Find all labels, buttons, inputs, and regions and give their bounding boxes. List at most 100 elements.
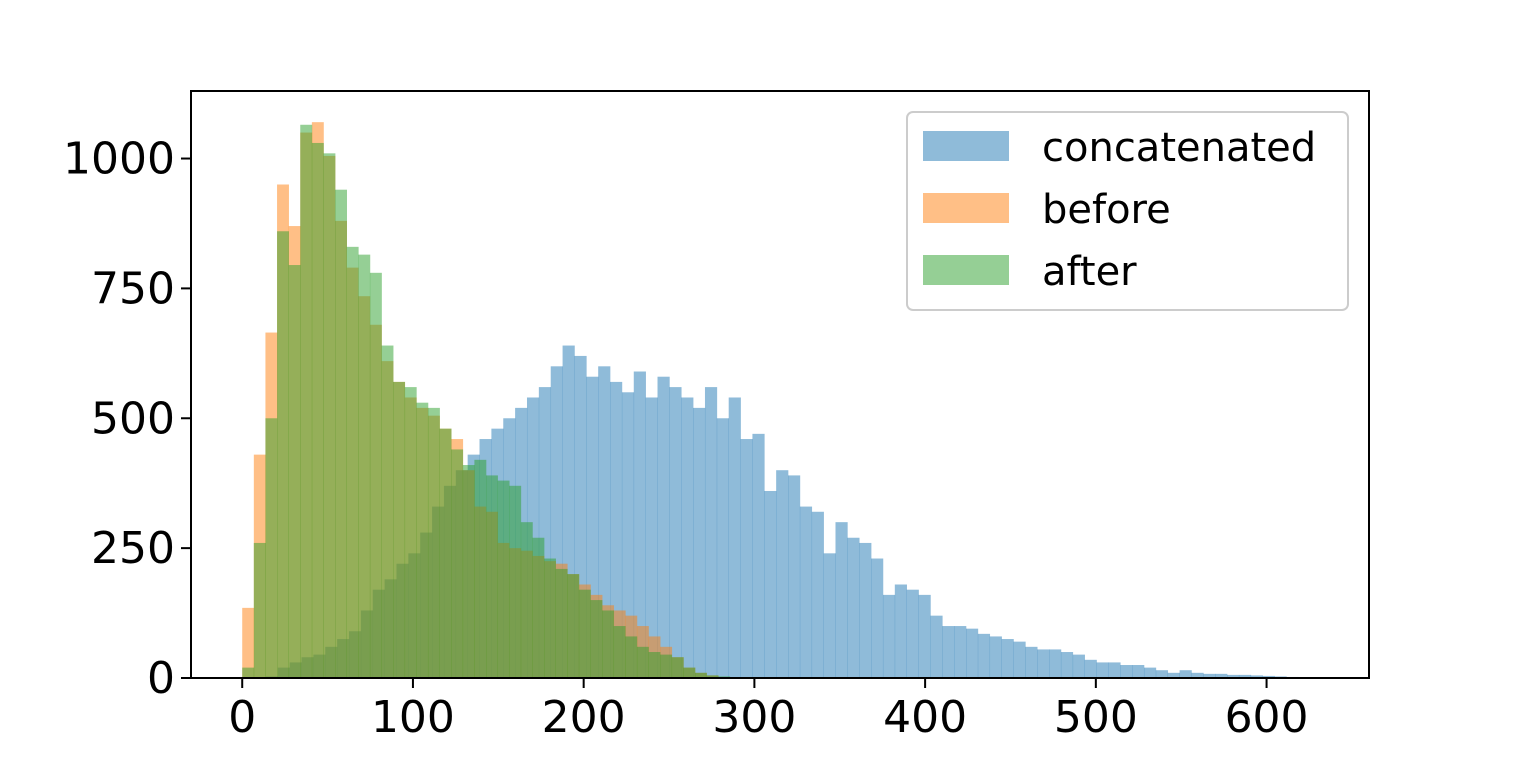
bar-concatenated [871,558,884,678]
bar-after [578,589,591,678]
bar-concatenated [645,397,658,678]
legend-label-after: after [1042,249,1137,295]
bar-concatenated [693,407,706,678]
bar-concatenated [764,490,777,678]
y-tick-label: 1000 [63,134,175,185]
bar-concatenated [1120,665,1133,678]
bar-after [277,231,289,678]
bar-concatenated [1013,641,1026,678]
bar-after [613,626,626,678]
bar-after [555,568,568,678]
bar-concatenated [657,376,670,678]
bar-concatenated [681,397,694,678]
bar-concatenated [942,626,955,678]
bar-concatenated [1049,649,1062,678]
x-tick-label: 300 [712,692,796,743]
x-tick-label: 400 [883,692,967,743]
bar-after [694,672,707,678]
legend-label-before: before [1042,187,1171,233]
bar-after [544,558,556,678]
bar-after [497,480,510,678]
bar-concatenated [1215,673,1228,678]
bar-concatenated [930,615,943,678]
bar-concatenated [716,418,729,678]
bar-after [462,465,475,678]
bar-after [625,636,638,678]
bar-concatenated [704,387,718,678]
bar-concatenated [1037,649,1050,678]
x-tick-label: 0 [228,692,256,743]
legend-swatch-before [923,193,1009,223]
legend-swatch-concatenated [923,131,1009,161]
bar-concatenated [1238,674,1252,678]
legend-label-concatenated: concatenated [1042,125,1316,171]
bar-concatenated [610,381,623,678]
bar-concatenated [966,628,979,678]
bar-concatenated [776,470,789,678]
bar-after [242,667,255,678]
bar-concatenated [823,553,836,678]
bar-concatenated [1227,674,1240,678]
y-tick-label: 0 [147,653,175,704]
y-tick-label: 500 [91,393,175,444]
y-tick-label: 750 [91,263,175,314]
bar-concatenated [1084,659,1097,678]
bar-after [253,542,266,678]
bars-layer [242,122,1311,679]
bar-concatenated [1072,654,1085,678]
bar-concatenated [977,633,991,678]
bar-concatenated [954,626,967,678]
legend-swatch-after [923,255,1009,285]
series-after [242,124,742,679]
bar-concatenated [633,371,646,678]
bar-after [602,610,615,678]
bar-concatenated [1001,639,1014,678]
bar-after [509,485,522,678]
bar-concatenated [669,387,682,678]
bar-concatenated [1143,667,1157,678]
bar-after [648,652,661,678]
bar-concatenated [989,636,1002,678]
bar-concatenated [788,475,801,678]
bar-concatenated [1203,673,1216,678]
x-tick-label: 200 [542,692,626,743]
bar-concatenated [894,584,907,678]
bar-after [393,381,406,678]
bar-before [242,607,255,678]
bar-after [451,449,464,678]
x-tick-label: 500 [1054,692,1138,743]
bar-after [381,345,394,678]
x-tick-label: 600 [1225,692,1309,743]
bar-after [288,265,301,678]
bar-concatenated [740,439,753,678]
bar-after [265,418,278,678]
bar-after [323,153,336,679]
bar-concatenated [847,537,860,678]
bar-after [532,537,545,678]
bar-concatenated [1250,675,1263,678]
bar-after [590,600,603,678]
bar-after [300,124,313,678]
bar-after [683,667,696,678]
bar-after [427,407,440,678]
bar-after [567,574,580,678]
bar-concatenated [1108,662,1121,678]
bar-after [404,387,417,678]
bar-concatenated [835,522,848,678]
bar-concatenated [1155,670,1169,678]
bar-concatenated [1096,662,1109,678]
bar-concatenated [1179,670,1192,678]
bar-concatenated [1025,646,1038,678]
bar-after [520,522,533,678]
bar-after [335,189,347,678]
bar-concatenated [882,594,896,678]
bar-after [671,657,684,678]
bar-concatenated [799,506,813,678]
bar-concatenated [1167,672,1180,678]
bar-concatenated [1262,675,1275,678]
plot-frame [190,90,1370,679]
bar-after [358,254,371,678]
bar-concatenated [1191,672,1204,678]
bar-after [311,142,324,678]
y-axis: 0 250 500 750 1000 [63,134,191,704]
